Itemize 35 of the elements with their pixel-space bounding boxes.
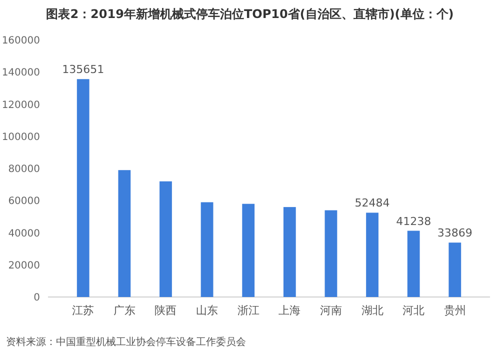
bar: [407, 230, 420, 297]
text: 资料来源：中国重型机械工业协会停车设备工作委员会: [6, 336, 246, 348]
x-tick-label: 陕西: [154, 304, 177, 317]
x-tick-label: 上海: [278, 304, 301, 317]
x-tick-label: 河南: [320, 304, 342, 317]
x-tick-label: 贵州: [444, 304, 466, 317]
y-tick-label: 100000: [2, 132, 40, 143]
chart-title: 图表2：2019年新增机械式停车泊位TOP10省(自治区、直辖市)(单位：个): [46, 7, 454, 21]
data-label: 41238: [396, 214, 432, 228]
y-tick-label: 160000: [2, 36, 40, 46]
y-tick-label: 140000: [2, 68, 40, 79]
x-tick-label: 江苏: [72, 304, 94, 317]
x-tick-label: 广东: [113, 304, 136, 317]
bar: [200, 202, 214, 297]
y-tick-label: 0: [34, 292, 40, 304]
bar: [283, 207, 296, 297]
data-label: 135651: [62, 63, 104, 76]
bar: [448, 242, 462, 297]
y-tick-label: 40000: [8, 228, 40, 240]
data-label: 33869: [437, 226, 472, 240]
x-tick-label: 湖北: [361, 304, 384, 317]
bar: [118, 170, 131, 297]
bar: [76, 79, 90, 297]
bar: [160, 181, 172, 297]
bar: [366, 212, 378, 297]
y-tick-label: 120000: [2, 100, 40, 111]
x-tick-label: 山东: [196, 304, 218, 317]
data-label: 52484: [354, 196, 390, 210]
y-tick-label: 60000: [8, 196, 40, 208]
x-tick-label: 浙江: [237, 304, 260, 317]
y-tick-label: 80000: [8, 164, 40, 175]
bar: [324, 210, 338, 297]
x-tick-label: 河北: [402, 304, 425, 317]
bar: [242, 204, 255, 297]
y-tick-label: 20000: [8, 260, 40, 272]
